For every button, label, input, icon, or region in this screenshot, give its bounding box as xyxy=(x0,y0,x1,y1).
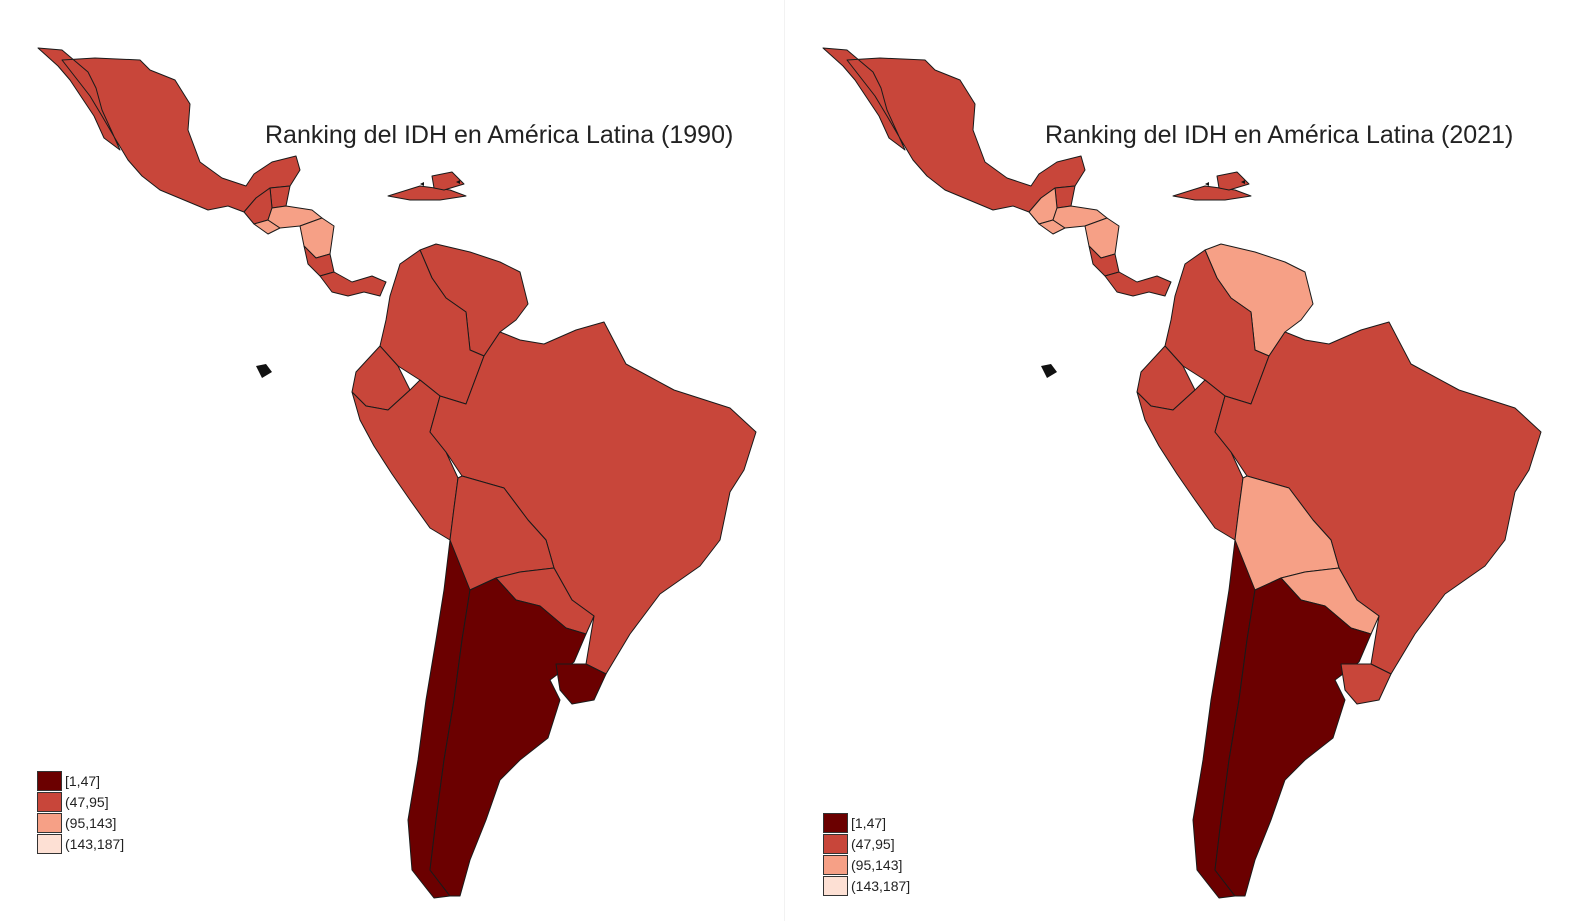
legend-label-tier1: [1,47] xyxy=(851,814,887,831)
map-panel-2021: Ranking del IDH en América Latina (2021)… xyxy=(785,0,1570,921)
country-mexico xyxy=(37,47,301,213)
country-panama xyxy=(1104,271,1172,297)
legend-swatch-tier2 xyxy=(37,791,62,812)
legend-swatch-tier4 xyxy=(37,833,62,854)
choropleth-map-2021 xyxy=(822,47,1542,899)
country-uruguay xyxy=(555,663,607,705)
legend-label-tier2: (47,95] xyxy=(851,835,895,852)
island-3 xyxy=(1241,180,1245,184)
legend-item-2: (47,95] xyxy=(37,791,124,812)
map-legend: [1,47] (47,95] (95,143] (143,187] xyxy=(823,812,910,896)
country-panama xyxy=(319,271,387,297)
country-argentina xyxy=(429,577,587,897)
country-belize xyxy=(269,185,291,209)
legend-item-3: (95,143] xyxy=(37,812,124,833)
legend-swatch-tier1 xyxy=(823,812,848,833)
map-title: Ranking del IDH en América Latina (2021) xyxy=(1045,121,1514,149)
legend-swatch-tier4 xyxy=(823,875,848,896)
panel-divider xyxy=(784,0,785,921)
country-cuba xyxy=(387,185,467,201)
legend-swatch-tier2 xyxy=(823,833,848,854)
legend-item-4: (143,187] xyxy=(37,833,124,854)
country-belize xyxy=(1054,185,1076,209)
country-argentina xyxy=(1214,577,1372,897)
legend-item-4: (143,187] xyxy=(823,875,910,896)
island-2 xyxy=(420,182,424,186)
legend-item-2: (47,95] xyxy=(823,833,910,854)
country-uruguay xyxy=(1340,663,1392,705)
choropleth-map-1990 xyxy=(37,47,757,899)
map-panel-1990: Ranking del IDH en América Latina (1990)… xyxy=(0,0,785,921)
legend-label-tier1: [1,47] xyxy=(65,772,101,789)
legend-item-3: (95,143] xyxy=(823,854,910,875)
island-1 xyxy=(256,364,272,378)
map-title: Ranking del IDH en América Latina (1990) xyxy=(265,121,734,149)
legend-label-tier2: (47,95] xyxy=(65,793,109,810)
legend-label-tier3: (95,143] xyxy=(65,814,117,831)
country-dominican-rep xyxy=(1216,171,1250,191)
island-2 xyxy=(1205,182,1209,186)
legend-swatch-tier1 xyxy=(37,770,62,791)
legend-item-1: [1,47] xyxy=(823,812,910,833)
island-3 xyxy=(456,180,460,184)
legend-label-tier3: (95,143] xyxy=(851,856,903,873)
country-dominican-rep xyxy=(431,171,465,191)
legend-label-tier4: (143,187] xyxy=(65,835,125,852)
legend-swatch-tier3 xyxy=(37,812,62,833)
country-cuba xyxy=(1172,185,1252,201)
island-1 xyxy=(1041,364,1057,378)
map-legend: [1,47] (47,95] (95,143] (143,187] xyxy=(37,770,124,854)
legend-swatch-tier3 xyxy=(823,854,848,875)
legend-item-1: [1,47] xyxy=(37,770,124,791)
legend-label-tier4: (143,187] xyxy=(851,877,911,894)
